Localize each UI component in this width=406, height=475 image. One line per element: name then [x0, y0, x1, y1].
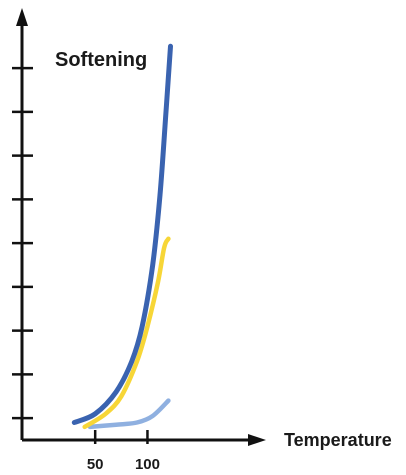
y-axis-arrow	[16, 8, 28, 26]
x-axis-label: Temperature	[284, 430, 392, 450]
y-ticks	[12, 66, 33, 420]
y-axis-label: Softening	[55, 49, 147, 71]
series-lines	[71, 43, 173, 430]
x-tick-label: 50	[87, 456, 104, 473]
series-line-3	[87, 398, 171, 430]
x-ticks: 50 100	[87, 430, 160, 473]
x-axis-arrow	[248, 434, 266, 446]
axes	[16, 8, 266, 446]
series-line-2	[82, 236, 171, 430]
series-line-1	[71, 43, 173, 425]
x-tick-label: 100	[135, 456, 160, 473]
